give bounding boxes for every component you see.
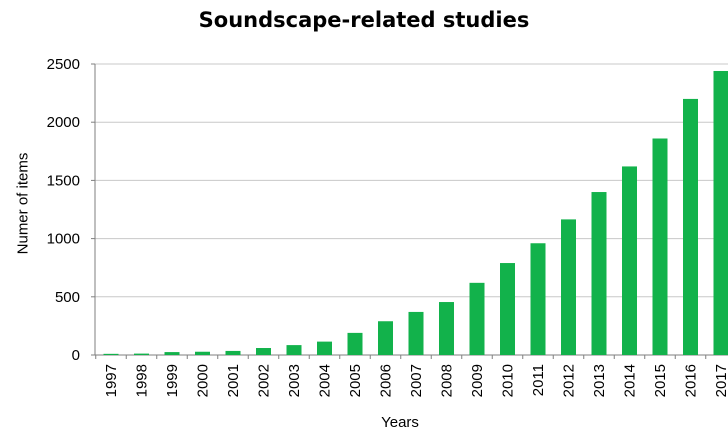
y-tick-label: 2000 (47, 114, 80, 131)
x-tick-label: 1999 (164, 364, 181, 397)
x-tick-label: 2007 (408, 364, 425, 397)
bar-2012 (561, 219, 576, 355)
x-tick-label: 2015 (652, 364, 669, 397)
bar-2007 (408, 311, 424, 355)
y-tick-label: 1000 (47, 231, 80, 248)
y-tick-label: 1500 (47, 172, 80, 189)
bar-1998 (134, 353, 149, 355)
bar-2005 (347, 332, 363, 355)
bar-2014 (622, 166, 637, 355)
bar-2017 (713, 70, 728, 355)
x-axis-label: Years (381, 414, 419, 431)
x-tick-label: 2005 (347, 364, 364, 397)
x-tick-label: 2011 (530, 364, 547, 396)
x-tick-label: 2016 (683, 364, 700, 397)
bar-2001 (225, 350, 241, 355)
x-tick-label: 2000 (195, 364, 212, 397)
chart-title: Soundscape-related studies (198, 8, 530, 32)
bar-2011 (530, 243, 546, 355)
bar-2013 (591, 192, 607, 355)
x-tick-label: 2014 (622, 364, 639, 397)
x-tick-label: 2004 (317, 364, 334, 397)
bar-2003 (286, 345, 302, 355)
bar-2002 (256, 348, 271, 355)
x-tick-label: 2001 (225, 364, 242, 397)
bar-2006 (378, 321, 393, 355)
x-tick-label: 1997 (103, 364, 120, 397)
bar-1999 (164, 352, 180, 355)
x-tick-label: 2008 (439, 364, 456, 397)
bar-2009 (469, 282, 485, 355)
x-tick-label: 2010 (500, 364, 517, 397)
bar-2004 (317, 341, 332, 355)
bar-2010 (500, 263, 515, 355)
x-tick-label: 2003 (286, 364, 303, 397)
x-tick-label: 2017 (713, 364, 728, 397)
bar-2015 (652, 138, 668, 355)
x-tick-label: 2013 (591, 364, 608, 397)
y-tick-label: 0 (72, 347, 80, 364)
bar-2008 (439, 302, 454, 355)
y-tick-label: 500 (55, 289, 80, 306)
x-tick-label: 1998 (134, 364, 151, 397)
x-tick-label: 2012 (561, 364, 578, 397)
x-tick-label: 2009 (469, 364, 486, 397)
bar-2016 (683, 98, 698, 356)
bar-2000 (195, 351, 210, 355)
x-tick-label: 2002 (256, 364, 273, 397)
bar-1997 (103, 353, 119, 355)
y-tick-label: 2500 (47, 56, 80, 73)
x-tick-label: 2006 (378, 364, 395, 397)
